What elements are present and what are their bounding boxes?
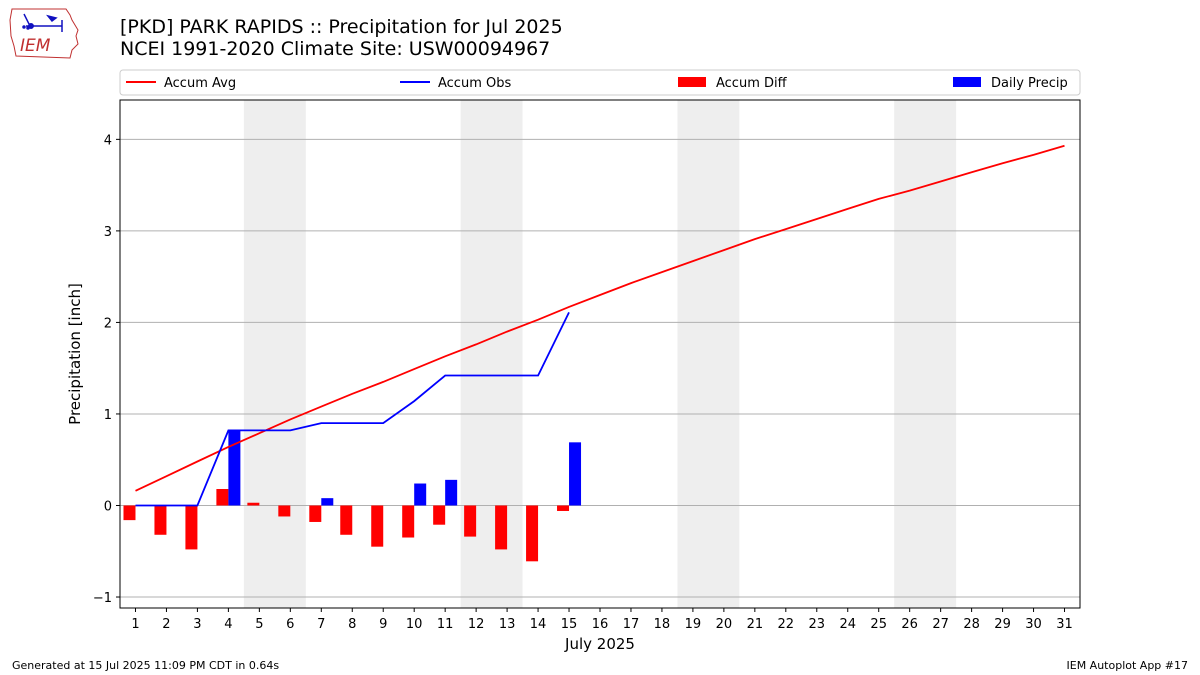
x-tick-label: 30	[1025, 617, 1042, 632]
x-tick-label: 29	[994, 617, 1011, 632]
legend-label: Daily Precip	[991, 76, 1068, 91]
iem-logo: IEM	[9, 8, 79, 59]
x-tick-label: 7	[317, 617, 325, 632]
accum-diff-bar	[216, 489, 229, 506]
x-tick-label: 1	[131, 617, 139, 632]
x-tick-label: 20	[716, 617, 733, 632]
accum-diff-bar	[154, 505, 167, 535]
x-tick-label: 11	[437, 617, 454, 632]
x-tick-label: 18	[654, 617, 671, 632]
x-axis-label: July 2025	[564, 635, 635, 653]
daily-precip-bar	[414, 483, 427, 506]
accum-avg-line	[135, 144, 1065, 492]
x-tick-label: 25	[870, 617, 887, 632]
x-tick-label: 2	[162, 617, 170, 632]
daily-precip-bar	[321, 498, 334, 506]
x-tick-label: 21	[747, 617, 764, 632]
x-tick-label: 22	[778, 617, 795, 632]
legend-box	[119, 69, 1081, 96]
daily-precip-bar	[228, 430, 241, 506]
x-tick-label: 13	[499, 617, 516, 632]
accum-diff-bar	[340, 505, 353, 535]
x-tick-label: 31	[1056, 617, 1073, 632]
x-tick-label: 28	[963, 617, 980, 632]
y-axis-label: Precipitation [inch]	[66, 283, 84, 425]
title-line-2: NCEI 1991-2020 Climate Site: USW00094967	[120, 38, 551, 60]
x-tick-label: 19	[685, 617, 702, 632]
accum-diff-bar	[433, 505, 446, 525]
x-tick-label: 16	[592, 617, 609, 632]
generated-timestamp: Generated at 15 Jul 2025 11:09 PM CDT in…	[12, 659, 280, 672]
legend-label: Accum Avg	[164, 76, 236, 91]
x-tick-label: 5	[255, 617, 263, 632]
accum-diff-bar	[247, 502, 260, 506]
accum-diff-bar	[495, 505, 508, 550]
accum-diff-bar	[309, 505, 322, 522]
weather-station-icon	[22, 13, 63, 32]
y-tick-label: 4	[104, 133, 112, 148]
title-line-1: [PKD] PARK RAPIDS :: Precipitation for J…	[120, 16, 563, 38]
accum-diff-bar	[185, 505, 198, 550]
x-tick-label: 15	[561, 617, 578, 632]
x-tick-label: 6	[286, 617, 294, 632]
legend-swatch-bar	[678, 77, 706, 87]
x-tick-label: 23	[809, 617, 826, 632]
weekend-band	[677, 100, 740, 608]
x-tick-label: 10	[406, 617, 423, 632]
accum-diff-bar	[278, 505, 291, 517]
logo-text: IEM	[20, 36, 51, 56]
accum-diff-bar	[123, 505, 136, 521]
daily-precip-bar	[569, 442, 582, 506]
app-credit: IEM Autoplot App #17	[1066, 659, 1189, 672]
accum-obs-line	[135, 312, 570, 507]
x-tick-label: 3	[193, 617, 201, 632]
y-tick-label: −1	[93, 591, 112, 606]
x-tick-label: 4	[224, 617, 232, 632]
legend-label: Accum Diff	[716, 76, 788, 91]
legend-swatch-bar	[953, 77, 981, 87]
x-tick-label: 26	[901, 617, 918, 632]
weekend-band	[894, 100, 957, 608]
accum-diff-bar	[464, 505, 477, 537]
y-tick-label: 1	[104, 408, 112, 423]
chart-title: [PKD] PARK RAPIDS :: Precipitation for J…	[120, 16, 563, 60]
x-tick-label: 9	[379, 617, 387, 632]
y-tick-label: 0	[104, 499, 112, 514]
x-tick-label: 27	[932, 617, 949, 632]
accum-diff-bar	[526, 505, 539, 562]
iowa-outline-icon	[9, 8, 79, 59]
y-tick-label: 2	[104, 316, 112, 331]
x-tick-label: 24	[839, 617, 856, 632]
accum-diff-bar	[557, 505, 570, 511]
x-tick-label: 12	[468, 617, 485, 632]
weekend-band	[243, 100, 306, 608]
daily-precip-bar	[445, 479, 458, 506]
accum-diff-bar	[402, 505, 415, 538]
x-tick-label: 8	[348, 617, 356, 632]
legend-label: Accum Obs	[438, 76, 511, 91]
x-tick-label: 14	[530, 617, 547, 632]
accum-diff-bar	[371, 505, 384, 547]
y-tick-label: 3	[104, 225, 112, 240]
x-tick-label: 17	[623, 617, 640, 632]
